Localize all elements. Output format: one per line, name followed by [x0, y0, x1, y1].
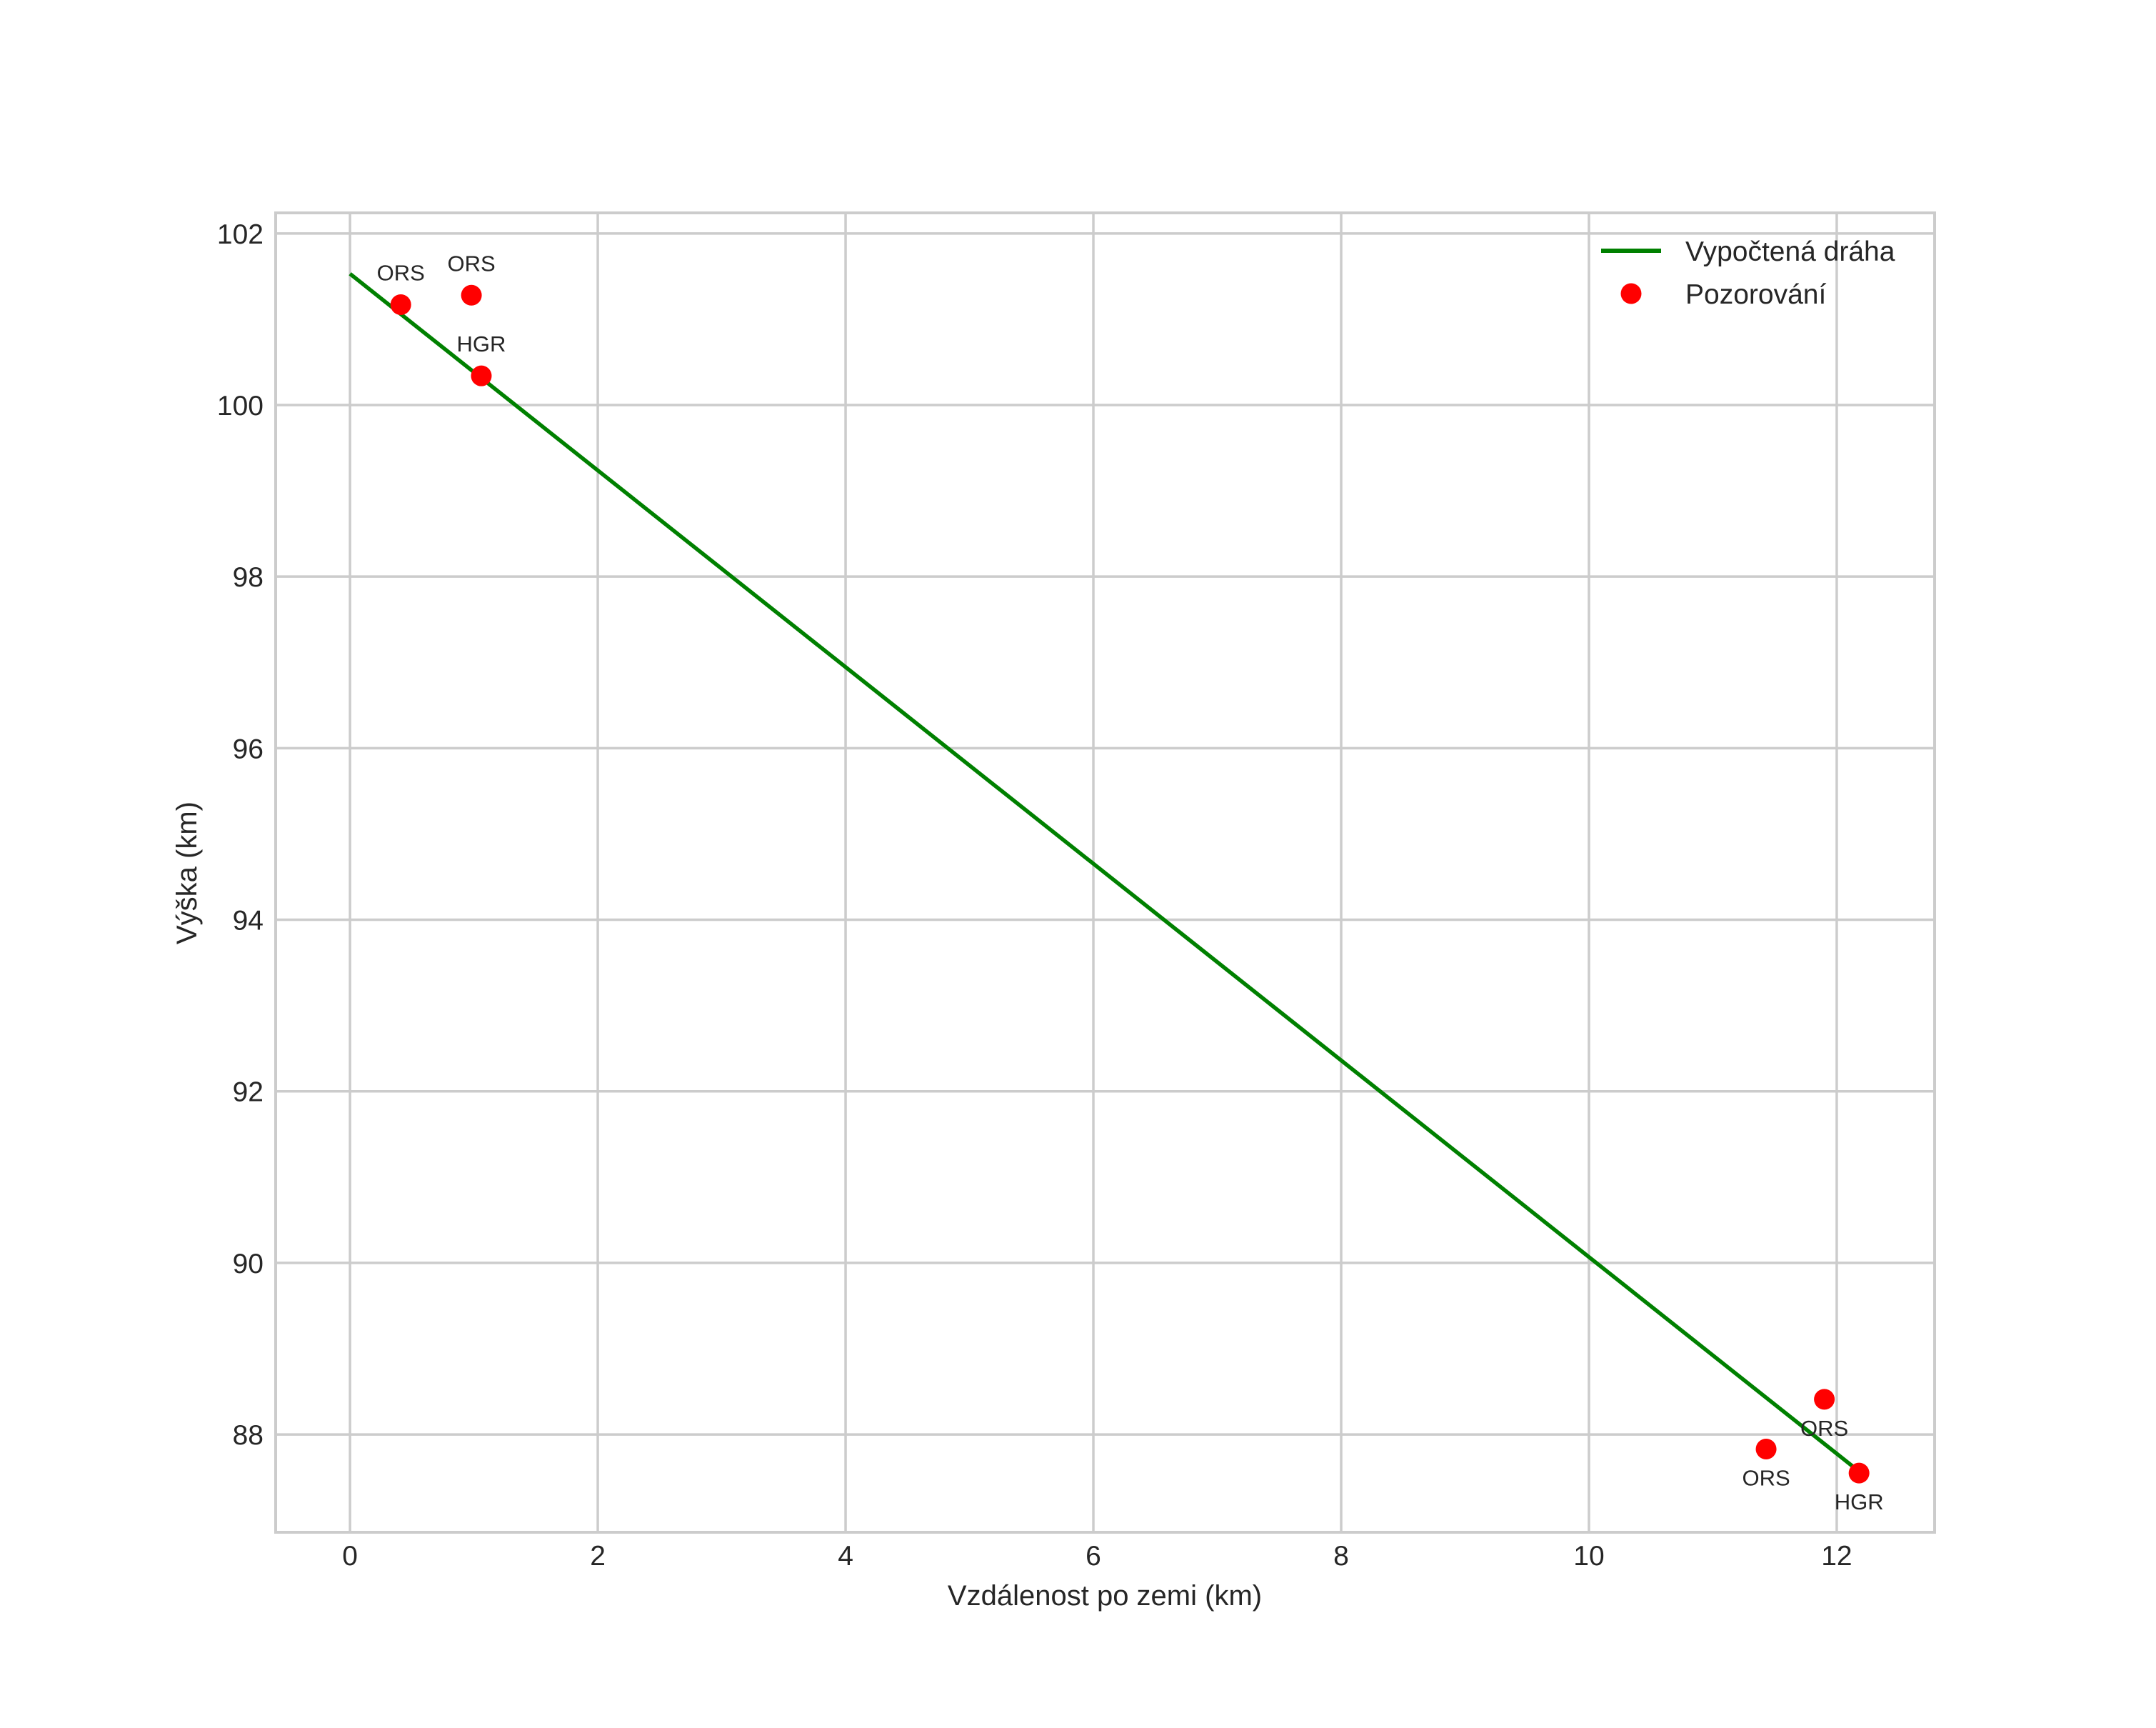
x-tick-label: 12: [1821, 1541, 1852, 1572]
x-tick-label: 8: [1333, 1541, 1349, 1572]
y-tick-label: 88: [233, 1420, 264, 1451]
x-axis-ticks: 0 2 4 6 8 10 12: [342, 1541, 1852, 1572]
station-label: HGR: [457, 331, 506, 356]
x-tick-label: 0: [342, 1541, 358, 1572]
y-tick-label: 102: [217, 219, 264, 250]
observation-marker: [471, 365, 492, 386]
x-axis-label: Vzdálenost po zemi (km): [948, 1580, 1262, 1612]
computed-trajectory-line: [349, 272, 1860, 1473]
axes-frame: [274, 211, 1936, 1534]
observation-marker: [390, 294, 411, 315]
y-tick-label: 90: [233, 1249, 264, 1279]
station-label: ORS: [1742, 1466, 1790, 1491]
observation-marker: [1848, 1462, 1870, 1484]
station-label: ORS: [448, 251, 496, 276]
x-tick-label: 4: [838, 1541, 853, 1572]
legend-label: Vypočtená dráha: [1685, 236, 1895, 267]
x-tick-label: 2: [590, 1541, 606, 1572]
y-tick-label: 92: [233, 1077, 264, 1108]
legend-label: Pozorování: [1685, 279, 1826, 310]
legend-item: Pozorování: [1620, 279, 1826, 310]
plot-series: [349, 272, 1870, 1484]
point-annotations: ORS ORS HGR ORS ORS HGR: [377, 251, 1884, 1514]
legend: Vypočtená dráha Pozorování: [1601, 236, 1895, 310]
legend-marker-swatch: [1620, 283, 1642, 304]
y-tick-label: 98: [233, 562, 264, 593]
y-tick-label: 96: [233, 734, 264, 764]
legend-item: Vypočtená dráha: [1601, 236, 1895, 267]
observation-marker: [1814, 1389, 1835, 1410]
station-label: ORS: [377, 260, 425, 285]
grid-lines: [276, 213, 1935, 1532]
y-tick-label: 94: [233, 906, 264, 937]
station-label: ORS: [1800, 1416, 1848, 1441]
y-tick-label: 100: [217, 391, 264, 421]
y-axis-label: Výška (km): [171, 801, 203, 944]
observation-marker: [1755, 1439, 1777, 1460]
y-axis-ticks: 88 90 92 94 96 98 100 102: [217, 219, 264, 1451]
x-tick-label: 6: [1085, 1541, 1101, 1572]
x-tick-label: 10: [1573, 1541, 1604, 1572]
station-label: HGR: [1835, 1489, 1884, 1514]
observation-marker: [461, 284, 482, 306]
